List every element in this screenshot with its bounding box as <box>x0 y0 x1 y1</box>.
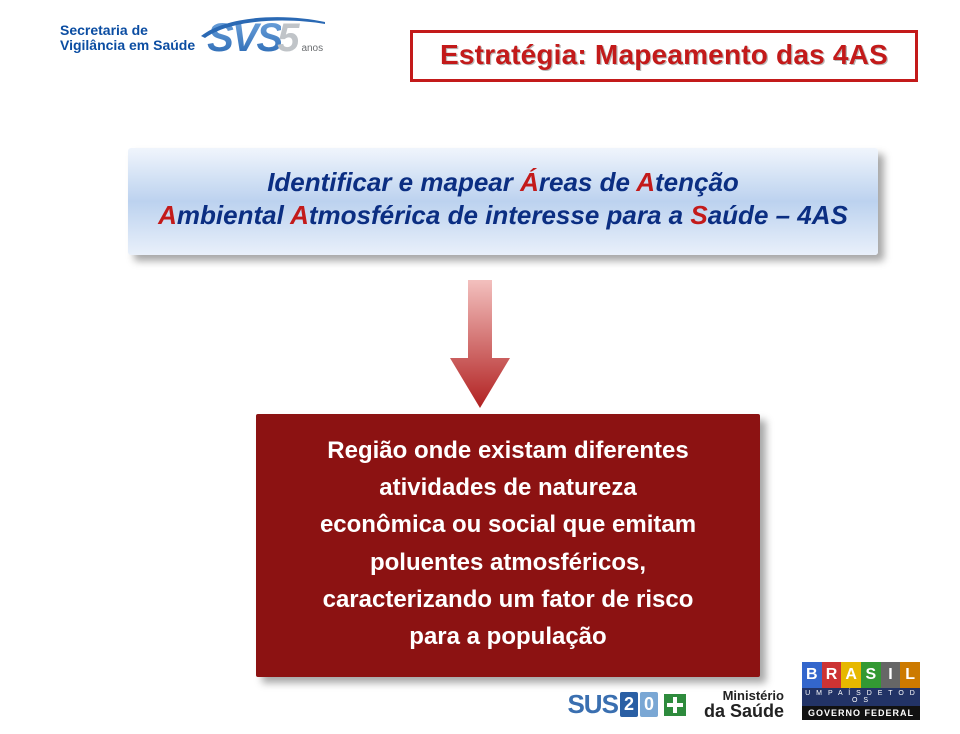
sus-text: SUS <box>567 689 617 720</box>
brasil-logo: BRASIL U M P A Í S D E T O D O S GOVERNO… <box>802 662 920 720</box>
header-left: Secretaria de Vigilância em Saúde SVS 5 … <box>60 18 323 58</box>
sus20-2: 2 <box>620 692 638 717</box>
svs-swoosh-icon <box>199 12 329 46</box>
ministerio-saude: Ministério da Saúde <box>704 689 784 720</box>
result-text: Região onde existam diferentesatividades… <box>282 432 734 655</box>
title-front: Estratégia: Mapeamento das 4AS <box>440 39 888 70</box>
secretaria-line1: Secretaria de <box>60 23 195 38</box>
title-text: Estratégia: Mapeamento das 4AS Estratégi… <box>425 39 903 71</box>
sus20-0: 0 <box>640 692 658 717</box>
slide: { "header": { "secretaria_line1": "Secre… <box>0 0 960 734</box>
subtitle-line2: Ambiental Atmosférica de interesse para … <box>150 199 856 232</box>
plus-icon <box>664 694 686 716</box>
result-box: Região onde existam diferentesatividades… <box>256 414 760 677</box>
brasil-letters: BRASIL <box>802 662 920 688</box>
secretaria-line2: Vigilância em Saúde <box>60 38 195 53</box>
brasil-bot: GOVERNO FEDERAL <box>802 706 920 720</box>
sus-logo: SUS 2 0 <box>567 689 686 720</box>
down-arrow <box>450 280 510 408</box>
subtitle-line1: Identificar e mapear Áreas de Atenção <box>150 166 856 199</box>
svs-anos: anos <box>301 43 323 54</box>
title-box: Estratégia: Mapeamento das 4AS Estratégi… <box>410 30 918 82</box>
arrow-icon <box>450 280 510 408</box>
ms-line2: da Saúde <box>704 702 784 720</box>
footer: SUS 2 0 Ministério da Saúde BRASIL U M P… <box>567 662 920 720</box>
brasil-mid: U M P A Í S D E T O D O S <box>802 688 920 706</box>
secretaria-text: Secretaria de Vigilância em Saúde <box>60 23 195 52</box>
subtitle-box: Identificar e mapear Áreas de Atenção Am… <box>128 148 878 255</box>
sus-20: 2 0 <box>620 692 658 717</box>
svs-logo: SVS 5 anos <box>207 18 323 58</box>
